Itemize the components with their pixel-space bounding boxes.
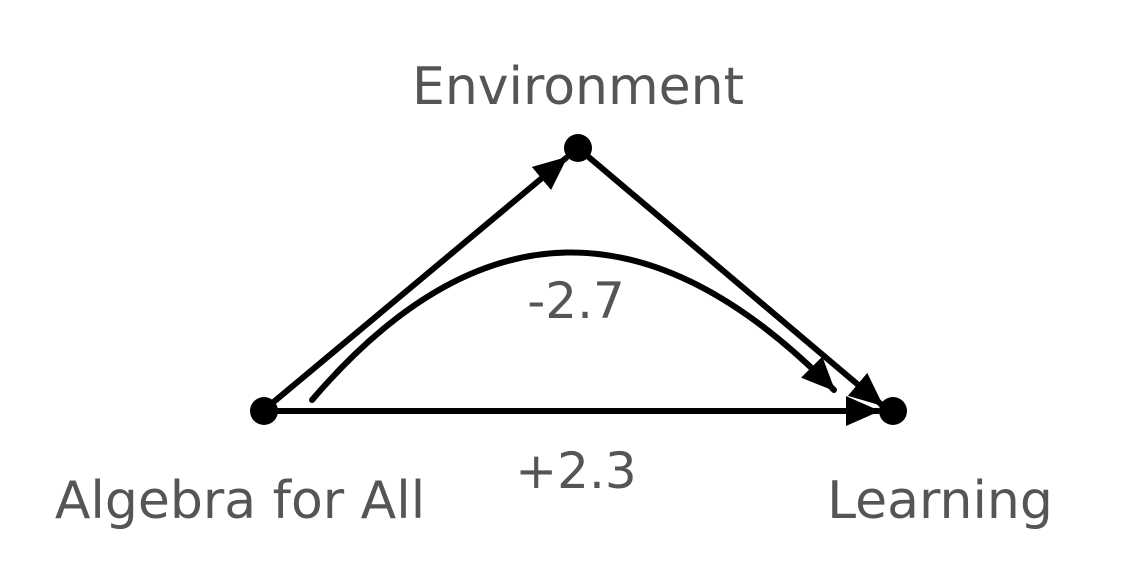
label-environment: Environment <box>412 57 744 117</box>
node-algebra <box>250 397 278 425</box>
label-indirect-effect: -2.7 <box>527 272 625 330</box>
label-algebra-for-all: Algebra for All <box>55 471 425 531</box>
edge-indirect-curve <box>309 249 837 403</box>
node-environment <box>564 134 592 162</box>
label-direct-effect: +2.3 <box>515 442 636 500</box>
edge-algebra-to-environment <box>261 155 569 413</box>
label-learning: Learning <box>827 471 1053 531</box>
node-learning <box>879 397 907 425</box>
